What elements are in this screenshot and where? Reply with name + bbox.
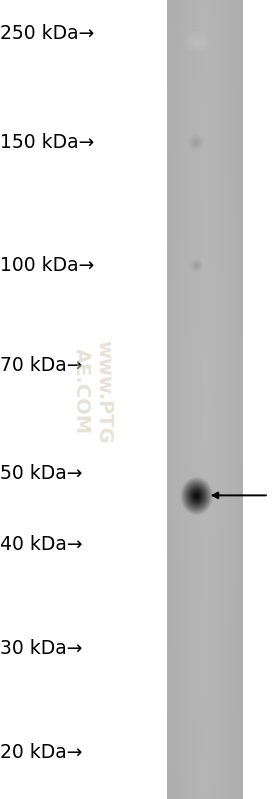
Text: 40 kDa→: 40 kDa→ [0,535,83,555]
Text: 70 kDa→: 70 kDa→ [0,356,83,376]
Text: 30 kDa→: 30 kDa→ [0,639,83,658]
Text: www.PTG
AE.COM: www.PTG AE.COM [72,340,113,443]
Text: 150 kDa→: 150 kDa→ [0,133,94,152]
Text: 50 kDa→: 50 kDa→ [0,463,83,483]
Text: 250 kDa→: 250 kDa→ [0,24,94,43]
Text: 100 kDa→: 100 kDa→ [0,256,94,275]
Text: 20 kDa→: 20 kDa→ [0,743,83,762]
